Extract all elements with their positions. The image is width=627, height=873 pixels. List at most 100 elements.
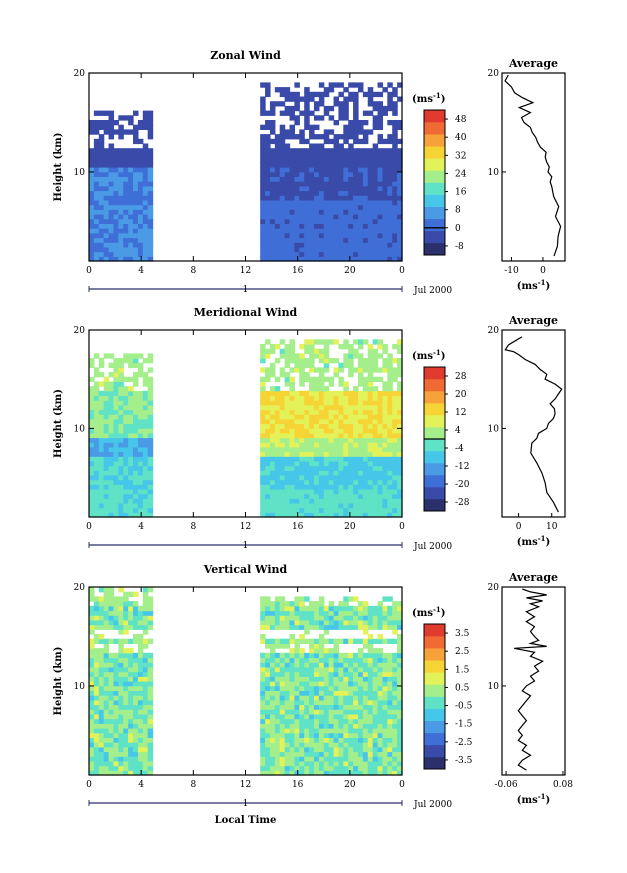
- field-cell: [113, 209, 119, 215]
- field-cell: [265, 723, 271, 729]
- field-cell: [142, 507, 149, 513]
- field-cell: [397, 470, 403, 476]
- field-cell: [142, 732, 149, 738]
- field-cell: [142, 181, 149, 187]
- field-cell: [123, 129, 129, 135]
- field-cell: [284, 765, 291, 771]
- field-cell: [93, 728, 100, 734]
- field-cell: [137, 446, 144, 453]
- date-label: Jul 2000: [413, 286, 452, 296]
- field-cell: [103, 414, 110, 420]
- field-cell: [133, 214, 139, 220]
- field-cell: [372, 671, 379, 677]
- field-cell: [392, 460, 398, 467]
- field-cell: [118, 195, 124, 201]
- field-cell: [142, 470, 149, 476]
- field-cell: [382, 446, 388, 453]
- field-cell: [260, 386, 266, 392]
- field-cell: [89, 657, 95, 663]
- field-cell: [294, 418, 300, 425]
- field-cell: [392, 638, 398, 644]
- field-cell: [89, 605, 95, 612]
- field-cell: [260, 681, 266, 687]
- field-cell: [353, 699, 359, 706]
- field-cell: [123, 190, 129, 196]
- field-cell: [328, 671, 335, 677]
- field-cell: [333, 195, 340, 201]
- field-cell: [353, 498, 359, 504]
- field-cell: [133, 428, 139, 434]
- field-cell: [128, 446, 134, 453]
- field-cell: [372, 718, 379, 724]
- field-cell: [318, 718, 325, 724]
- field-cell: [93, 470, 100, 476]
- field-cell: [357, 723, 364, 729]
- colorbar-segment: [424, 427, 445, 440]
- field-cell: [304, 470, 310, 476]
- field-cell: [93, 148, 100, 154]
- field-cell: [338, 218, 344, 224]
- field-cell: [299, 704, 305, 710]
- field-cell: [338, 681, 344, 687]
- field-cell: [294, 685, 300, 691]
- field-cell: [343, 709, 349, 715]
- field-cell: [265, 242, 271, 248]
- field-cell: [142, 770, 149, 776]
- unit-text: (ms: [412, 608, 433, 619]
- colorbar-segment: [424, 624, 445, 637]
- field-cell: [265, 246, 271, 253]
- field-cell: [309, 704, 315, 710]
- field-cell: [294, 134, 300, 140]
- field-cell: [260, 167, 266, 173]
- field-cell: [274, 256, 281, 262]
- field-cell: [299, 223, 305, 229]
- field-cell: [118, 723, 124, 729]
- colorbar-tick-label: 12: [455, 408, 466, 418]
- field-cell: [377, 671, 384, 677]
- field-cell: [304, 718, 310, 724]
- field-cell: [108, 409, 115, 415]
- field-cell: [265, 162, 271, 168]
- field-cell: [284, 643, 291, 649]
- field-cell: [118, 502, 124, 509]
- field-cell: [318, 470, 325, 476]
- field-cell: [357, 770, 364, 776]
- x-tick-label: 8: [190, 266, 196, 276]
- field-cell: [323, 409, 330, 415]
- field-cell: [137, 760, 144, 767]
- field-cell: [392, 167, 398, 173]
- field-cell: [357, 251, 364, 257]
- field-cell: [279, 728, 286, 734]
- field-cell: [313, 204, 320, 210]
- field-cell: [362, 732, 369, 738]
- field-cell: [348, 484, 354, 490]
- field-cell: [265, 209, 271, 215]
- field-cell: [279, 695, 286, 701]
- field-cell: [387, 190, 393, 196]
- field-cell: [265, 601, 271, 607]
- field-cell: [269, 138, 276, 145]
- field-cell: [318, 601, 325, 607]
- field-cell: [299, 204, 305, 210]
- field-cell: [294, 214, 300, 220]
- field-cell: [397, 634, 403, 640]
- field-cell: [309, 386, 315, 392]
- field-cell: [313, 760, 320, 767]
- field-cell: [113, 185, 119, 192]
- y-tick-label: 10: [74, 682, 86, 692]
- field-cell: [118, 605, 124, 612]
- field-cell: [137, 695, 144, 701]
- field-cell: [284, 251, 291, 257]
- field-cell: [353, 470, 359, 476]
- field-cell: [123, 746, 129, 753]
- field-cell: [274, 615, 281, 621]
- field-cell: [323, 223, 330, 229]
- field-cell: [338, 195, 344, 201]
- field-cell: [265, 446, 271, 453]
- field-cell: [279, 110, 286, 116]
- field-cell: [343, 358, 349, 364]
- field-cell: [392, 685, 398, 691]
- field-cell: [142, 157, 149, 163]
- field-cell: [367, 676, 374, 682]
- field-cell: [377, 195, 384, 201]
